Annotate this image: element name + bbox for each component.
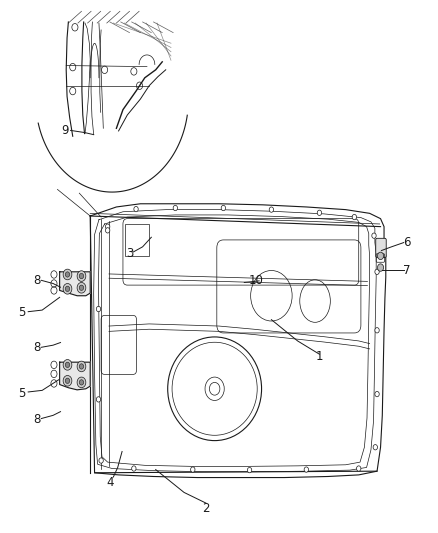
Circle shape	[191, 467, 195, 472]
Circle shape	[357, 466, 361, 471]
Circle shape	[269, 207, 274, 212]
Circle shape	[106, 228, 110, 233]
Circle shape	[304, 467, 308, 472]
Polygon shape	[60, 362, 90, 390]
Circle shape	[65, 272, 70, 277]
Circle shape	[79, 285, 84, 290]
Text: 8: 8	[33, 274, 40, 287]
Circle shape	[79, 273, 84, 279]
Circle shape	[106, 224, 110, 229]
Text: 8: 8	[33, 413, 40, 425]
Circle shape	[63, 284, 72, 294]
Circle shape	[77, 282, 86, 293]
Text: 2: 2	[202, 503, 210, 515]
Circle shape	[96, 306, 101, 312]
Text: 7: 7	[403, 264, 410, 277]
Circle shape	[77, 361, 86, 372]
Circle shape	[77, 271, 86, 281]
Circle shape	[134, 206, 138, 212]
Circle shape	[221, 205, 226, 211]
Text: 9: 9	[62, 124, 69, 138]
Text: 8: 8	[33, 341, 40, 354]
Circle shape	[63, 360, 72, 370]
Circle shape	[65, 362, 70, 368]
Circle shape	[63, 375, 72, 386]
Circle shape	[375, 269, 379, 274]
Circle shape	[99, 458, 103, 463]
Circle shape	[209, 382, 220, 395]
Text: 5: 5	[18, 306, 25, 319]
Circle shape	[375, 328, 379, 333]
Circle shape	[378, 252, 384, 260]
Circle shape	[63, 269, 72, 280]
Bar	[125, 224, 149, 256]
Circle shape	[79, 364, 84, 369]
Text: 3: 3	[126, 247, 133, 260]
Circle shape	[65, 378, 70, 383]
Circle shape	[352, 214, 357, 220]
Circle shape	[372, 233, 376, 238]
Circle shape	[96, 397, 101, 402]
Circle shape	[317, 210, 321, 215]
Polygon shape	[60, 272, 90, 296]
Text: 10: 10	[248, 274, 263, 287]
Circle shape	[378, 264, 384, 271]
Circle shape	[375, 391, 379, 397]
Circle shape	[65, 286, 70, 292]
Circle shape	[373, 445, 378, 450]
Circle shape	[77, 377, 86, 387]
Circle shape	[247, 467, 252, 473]
Text: 6: 6	[403, 236, 410, 249]
Text: 1: 1	[316, 350, 323, 364]
Circle shape	[79, 379, 84, 385]
Text: 4: 4	[106, 477, 113, 489]
Circle shape	[132, 466, 136, 471]
FancyBboxPatch shape	[376, 238, 386, 257]
Text: 5: 5	[18, 386, 25, 400]
Circle shape	[173, 205, 177, 211]
